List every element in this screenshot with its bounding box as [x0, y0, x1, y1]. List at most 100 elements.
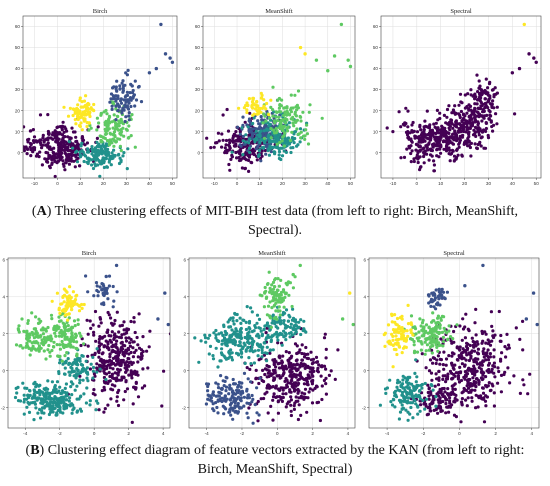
data-point [454, 125, 459, 129]
data-point [95, 366, 99, 370]
data-point [206, 384, 210, 389]
data-point [425, 343, 429, 347]
data-point [129, 371, 133, 375]
data-point [79, 394, 83, 398]
data-point [273, 332, 277, 336]
data-point [469, 390, 473, 394]
data-point [283, 334, 287, 338]
data-point [97, 143, 101, 147]
x-tick-label: 0 [93, 431, 96, 436]
data-point [423, 352, 427, 356]
data-point [449, 335, 453, 339]
data-point [193, 336, 197, 340]
data-point [461, 116, 466, 121]
data-point [117, 152, 121, 157]
data-point [269, 404, 273, 408]
data-point [103, 407, 107, 411]
data-point [168, 332, 170, 336]
data-point [116, 102, 120, 106]
data-point [296, 378, 300, 382]
outlier-point [168, 56, 172, 60]
data-point [386, 323, 391, 327]
data-point [419, 324, 423, 328]
data-point [222, 384, 226, 388]
data-point [244, 137, 248, 141]
data-point [51, 345, 56, 349]
data-point [107, 284, 111, 288]
data-point [274, 384, 278, 388]
data-point [279, 293, 283, 297]
data-point [75, 372, 80, 376]
data-point [462, 142, 466, 146]
data-point [465, 347, 469, 351]
data-point [113, 332, 117, 336]
data-point [460, 119, 464, 124]
data-point [477, 79, 481, 83]
data-point [492, 348, 496, 352]
data-point [214, 333, 218, 337]
data-point [476, 129, 480, 133]
data-point [436, 405, 441, 409]
data-point [133, 145, 137, 149]
data-point [256, 354, 260, 358]
data-point [288, 113, 292, 117]
data-point [526, 392, 530, 396]
data-point [441, 363, 445, 367]
y-tick-label: 0 [375, 150, 378, 155]
data-point [222, 397, 226, 401]
data-point [453, 400, 457, 404]
y-tick-label: 10 [373, 129, 379, 134]
data-point [299, 361, 303, 366]
data-point [424, 329, 428, 333]
data-point [76, 322, 80, 326]
data-point [36, 341, 40, 345]
data-point [444, 377, 449, 381]
data-point [127, 348, 131, 352]
data-point [503, 345, 507, 349]
data-point [236, 385, 240, 389]
data-point [289, 395, 293, 399]
data-point [216, 365, 220, 369]
data-point [54, 140, 58, 144]
data-point [442, 367, 446, 371]
data-point [230, 351, 234, 355]
data-point [442, 132, 446, 136]
data-point [40, 406, 45, 410]
data-point [244, 349, 248, 353]
data-point [460, 101, 464, 105]
data-point [484, 126, 488, 131]
data-point [427, 142, 431, 146]
data-point [123, 103, 127, 108]
data-point [40, 341, 44, 345]
data-point [112, 113, 116, 117]
data-point [116, 114, 120, 119]
data-point [97, 344, 101, 349]
data-point [440, 330, 444, 334]
data-point [273, 278, 277, 282]
data-point [230, 390, 234, 394]
data-point [391, 328, 396, 332]
data-point [405, 329, 409, 333]
data-point [91, 166, 96, 171]
data-point [233, 396, 237, 401]
data-point [493, 375, 497, 379]
data-point [70, 331, 74, 336]
outlier-point [326, 69, 330, 73]
data-point [215, 338, 219, 342]
data-point [102, 369, 106, 373]
data-point [57, 150, 61, 154]
data-point [400, 403, 404, 407]
data-point [89, 362, 93, 366]
data-point [94, 148, 98, 152]
data-point [301, 364, 305, 368]
data-point [238, 132, 242, 136]
data-point [258, 134, 262, 138]
data-point [49, 313, 54, 317]
data-point [436, 349, 440, 353]
data-point [450, 354, 454, 358]
data-point [383, 387, 388, 391]
data-point [467, 140, 471, 144]
data-point [303, 137, 307, 141]
data-point [234, 130, 238, 134]
data-point [469, 124, 473, 128]
